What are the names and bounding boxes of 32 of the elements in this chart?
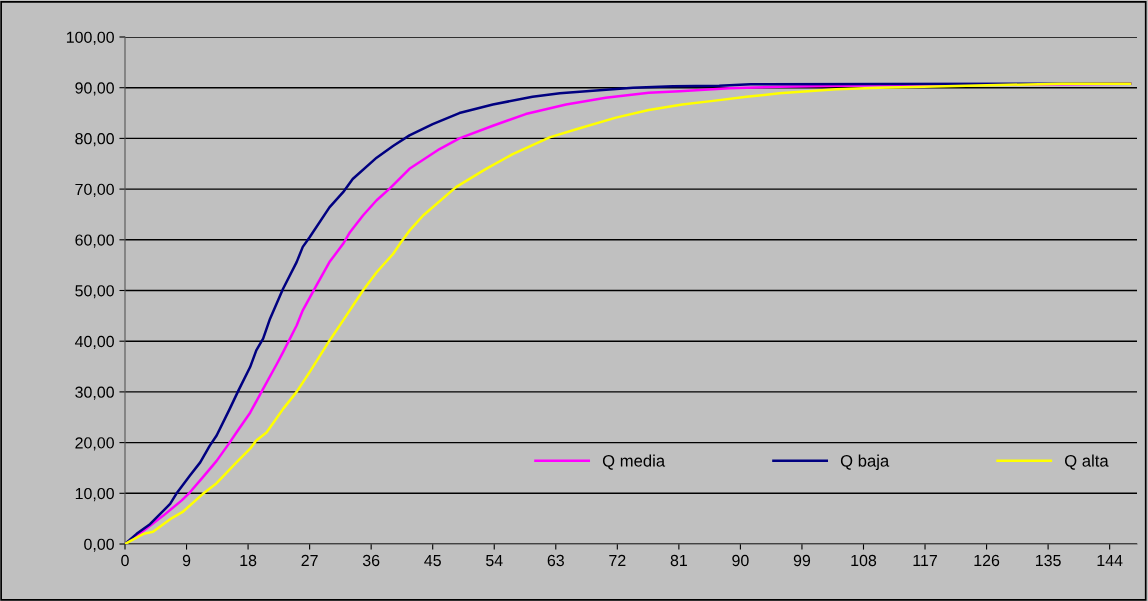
x-tick-label: 27 — [301, 554, 318, 566]
y-tick-label: 40,00 — [74, 335, 114, 350]
x-tick-label: 126 — [974, 554, 1000, 567]
y-tick-label: 20,00 — [75, 437, 114, 451]
x-tick-label: 144 — [1097, 555, 1123, 566]
x-tick-label: 63 — [547, 554, 564, 567]
y-tick-label: 80,00 — [75, 133, 114, 147]
x-tick-label: 54 — [486, 555, 503, 567]
y-tick-label: 60,00 — [75, 234, 114, 248]
x-tick-label: 135 — [1036, 554, 1061, 567]
x-tick-label: 9 — [182, 554, 191, 567]
y-tick-label: 50,00 — [75, 285, 114, 299]
y-tick-label: 30,00 — [75, 386, 114, 400]
x-tick-label: 72 — [609, 554, 626, 566]
line-series — [125, 82, 1132, 544]
y-tick-label: 10,00 — [75, 487, 114, 502]
x-tick-label: 117 — [913, 555, 937, 566]
x-tick-label: 36 — [362, 554, 380, 567]
x-tick-label: 0 — [121, 554, 129, 567]
x-tick-label: 45 — [424, 555, 441, 567]
y-tick-label: 100,00 — [66, 31, 114, 45]
legend-label: Q alta — [1064, 454, 1109, 470]
x-tick-label: 81 — [670, 554, 687, 567]
y-tick-label: 90,00 — [75, 82, 114, 96]
y-tick-label: 0,00 — [84, 538, 114, 552]
legend-label: Q media — [602, 454, 666, 470]
x-tick-label: 90 — [732, 554, 749, 567]
x-tick-label: 18 — [240, 554, 257, 567]
y-tick-label: 70,00 — [75, 183, 114, 197]
legend-label: Q baja — [840, 454, 890, 471]
x-tick-label: 99 — [793, 554, 811, 567]
x-tick-label: 108 — [851, 554, 877, 567]
